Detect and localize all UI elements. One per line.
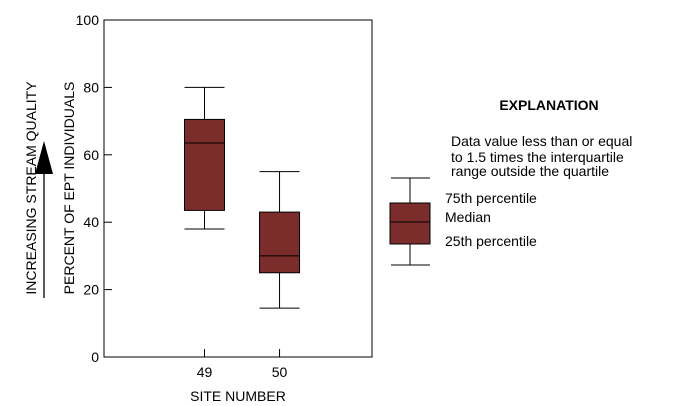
explanation-title: EXPLANATION xyxy=(499,97,598,113)
iqr-box xyxy=(184,118,225,211)
y-tick-label: 100 xyxy=(76,12,100,28)
whisker-note-line-1: Data value less than or equal xyxy=(451,133,632,149)
legend-p25-label: 25th percentile xyxy=(445,233,537,249)
y-tick-label: 40 xyxy=(83,214,99,230)
y-axis-secondary-label: INCREASING STREAM QUALITY xyxy=(23,81,39,295)
quality-arrow-head xyxy=(35,141,53,174)
whisker-note-line-3: range outside the quartile xyxy=(451,163,609,179)
y-axis-label: PERCENT OF EPT INDIVIDUALS xyxy=(61,82,77,295)
legend-median-label: Median xyxy=(445,209,491,225)
iqr-box xyxy=(259,211,301,274)
legend-iqr-box xyxy=(389,202,431,245)
y-axis-ticks: 0 20 40 60 80 100 xyxy=(76,12,112,365)
x-tick-label: 50 xyxy=(272,364,288,380)
y-tick-label: 0 xyxy=(91,349,99,365)
plot-frame xyxy=(103,19,373,358)
y-tick-label: 60 xyxy=(83,147,99,163)
x-axis-label: SITE NUMBER xyxy=(190,388,286,404)
whisker-note-line-2: to 1.5 times the interquartile xyxy=(451,149,624,165)
legend-box xyxy=(389,177,431,266)
x-axis-ticks: 49 50 xyxy=(197,349,288,380)
y-tick-label: 80 xyxy=(83,79,99,95)
y-tick-label: 20 xyxy=(83,282,99,298)
box-site-50 xyxy=(259,171,301,309)
box-site-49 xyxy=(184,86,225,230)
x-tick-label: 49 xyxy=(197,364,213,380)
box-series xyxy=(184,86,301,309)
legend-p75-label: 75th percentile xyxy=(445,190,537,206)
